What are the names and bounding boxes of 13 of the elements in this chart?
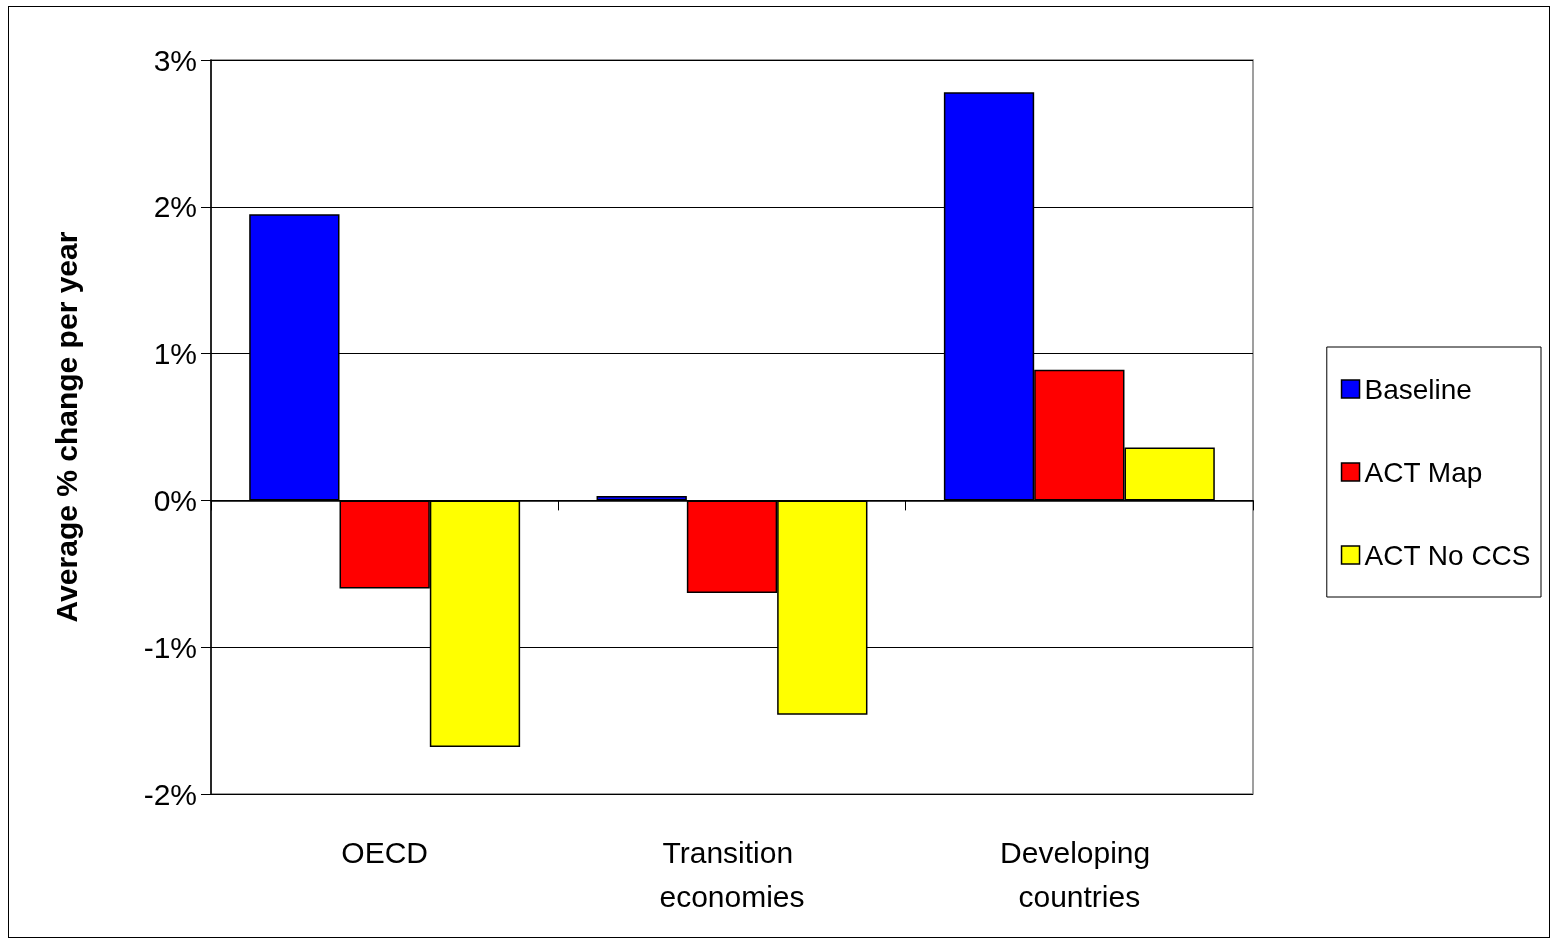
legend-label: Baseline (1364, 373, 1472, 405)
legend-label: ACT No CCS (1364, 539, 1531, 571)
x-tick-label: OECD (341, 835, 429, 869)
y-tick-label: 0% (153, 483, 197, 517)
legend-label: ACT Map (1364, 456, 1483, 488)
y-tick-label: 3% (153, 43, 197, 77)
x-tick-label: Developing countries (1000, 835, 1159, 913)
y-tick-label: -2% (143, 777, 197, 811)
y-tick-label: 1% (153, 337, 197, 371)
x-tick-label: Transition economies (659, 835, 805, 913)
y-tick-label: -1% (143, 630, 197, 664)
y-axis-title: Average % change per year (49, 231, 83, 623)
y-tick-label: 2% (153, 190, 197, 224)
